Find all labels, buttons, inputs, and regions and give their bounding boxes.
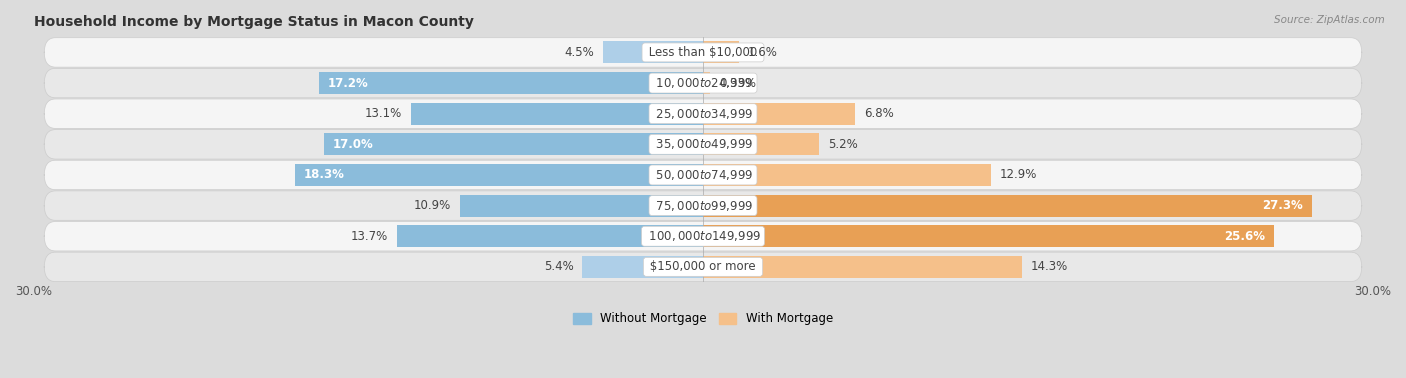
Text: 5.2%: 5.2% bbox=[828, 138, 858, 151]
FancyBboxPatch shape bbox=[44, 160, 1362, 190]
FancyBboxPatch shape bbox=[44, 130, 1362, 159]
Bar bbox=[703, 225, 1274, 247]
Text: 14.3%: 14.3% bbox=[1031, 260, 1069, 273]
Text: Household Income by Mortgage Status in Macon County: Household Income by Mortgage Status in M… bbox=[34, 15, 474, 29]
Text: $50,000 to $74,999: $50,000 to $74,999 bbox=[652, 168, 754, 182]
Text: Less than $10,000: Less than $10,000 bbox=[645, 46, 761, 59]
Text: 17.2%: 17.2% bbox=[328, 77, 368, 90]
Text: 13.1%: 13.1% bbox=[364, 107, 402, 120]
FancyBboxPatch shape bbox=[44, 252, 1362, 282]
Bar bbox=[603, 42, 703, 64]
Bar bbox=[295, 164, 703, 186]
Text: $35,000 to $49,999: $35,000 to $49,999 bbox=[652, 137, 754, 151]
Bar bbox=[460, 195, 703, 217]
Text: Source: ZipAtlas.com: Source: ZipAtlas.com bbox=[1274, 15, 1385, 25]
Text: 12.9%: 12.9% bbox=[1000, 169, 1038, 181]
Bar bbox=[582, 256, 703, 278]
Bar bbox=[411, 103, 703, 125]
Bar bbox=[703, 103, 855, 125]
FancyBboxPatch shape bbox=[44, 99, 1362, 129]
Text: 27.3%: 27.3% bbox=[1263, 199, 1303, 212]
Legend: Without Mortgage, With Mortgage: Without Mortgage, With Mortgage bbox=[568, 308, 838, 330]
FancyBboxPatch shape bbox=[44, 68, 1362, 98]
Text: $150,000 or more: $150,000 or more bbox=[647, 260, 759, 273]
Text: 5.4%: 5.4% bbox=[544, 260, 574, 273]
Text: 25.6%: 25.6% bbox=[1225, 230, 1265, 243]
Text: 18.3%: 18.3% bbox=[304, 169, 344, 181]
Text: 10.9%: 10.9% bbox=[413, 199, 451, 212]
Text: 17.0%: 17.0% bbox=[333, 138, 374, 151]
Bar bbox=[398, 225, 703, 247]
Bar bbox=[703, 72, 710, 94]
FancyBboxPatch shape bbox=[44, 191, 1362, 220]
Text: $25,000 to $34,999: $25,000 to $34,999 bbox=[652, 107, 754, 121]
Text: 1.6%: 1.6% bbox=[748, 46, 778, 59]
Bar bbox=[703, 42, 738, 64]
Bar bbox=[703, 195, 1312, 217]
Text: 0.33%: 0.33% bbox=[720, 77, 756, 90]
Bar bbox=[323, 133, 703, 155]
Text: $100,000 to $149,999: $100,000 to $149,999 bbox=[644, 229, 762, 243]
Text: 13.7%: 13.7% bbox=[352, 230, 388, 243]
Text: 4.5%: 4.5% bbox=[564, 46, 593, 59]
Text: 6.8%: 6.8% bbox=[863, 107, 893, 120]
Text: $75,000 to $99,999: $75,000 to $99,999 bbox=[652, 198, 754, 212]
Bar bbox=[703, 256, 1022, 278]
Bar bbox=[703, 133, 820, 155]
Bar bbox=[703, 164, 991, 186]
Bar bbox=[319, 72, 703, 94]
Text: $10,000 to $24,999: $10,000 to $24,999 bbox=[652, 76, 754, 90]
FancyBboxPatch shape bbox=[44, 222, 1362, 251]
FancyBboxPatch shape bbox=[44, 38, 1362, 67]
